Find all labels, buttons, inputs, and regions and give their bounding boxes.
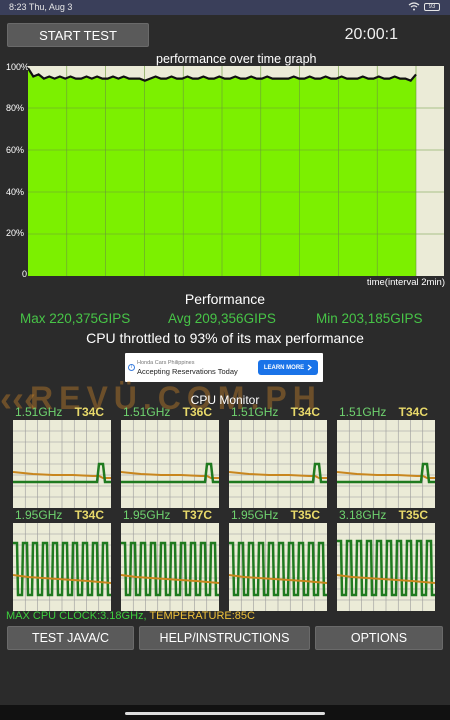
x-axis-label: time(interval 2min) xyxy=(366,277,445,288)
cpu-core-graph xyxy=(13,523,111,611)
max-performance: Max 220,375GIPS xyxy=(20,311,131,326)
cpu-core-cell: 1.51GHz T34C xyxy=(331,405,435,508)
cpu-core-frequency: 3.18GHz xyxy=(339,508,387,522)
performance-heading: Performance xyxy=(184,291,266,307)
timer-readout: 20:00:1 xyxy=(344,26,398,43)
performance-graph-svg xyxy=(27,66,444,276)
cpu-core-graph xyxy=(229,420,327,508)
cpu-core-graph xyxy=(121,420,219,508)
cpu-core-graph xyxy=(13,420,111,508)
ad-advertiser: Honda Cars Philippines xyxy=(137,360,195,366)
cpu-core-graph xyxy=(229,523,327,611)
cpu-monitor-grid: 1.51GHz T34C 1.51GHz T36C 1.51GHz T34C 1.51GHz… xyxy=(7,405,443,611)
cpu-core-frequency: 1.51GHz xyxy=(15,405,63,419)
learn-more-label: LEARN MORE xyxy=(263,364,305,371)
status-time: 8:23 Thu, Aug 3 xyxy=(9,2,73,12)
max-cpu-temperature: TEMPERATURE:85C xyxy=(146,610,255,622)
y-tick-label: 60% xyxy=(6,145,25,155)
cpu-core-graph xyxy=(121,523,219,611)
cpu-core-cell: 1.51GHz T36C xyxy=(115,405,219,508)
y-tick-label: 40% xyxy=(6,187,25,197)
cpu-core-cell: 1.51GHz T34C xyxy=(223,405,327,508)
chevron-right-icon xyxy=(307,364,313,371)
cpu-core-frequency: 1.95GHz xyxy=(231,508,279,522)
cpu-core-temperature: T34C xyxy=(290,405,320,419)
cpu-monitor-title: CPU Monitor xyxy=(190,393,260,407)
cpu-core-temperature: T34C xyxy=(398,405,428,419)
status-icons: 93 xyxy=(408,2,440,11)
info-icon[interactable]: i xyxy=(128,364,135,371)
graph-title: performance over time graph xyxy=(156,52,317,66)
y-tick-label: 20% xyxy=(6,228,25,238)
y-tick-label: 0 xyxy=(22,269,28,279)
cpu-core-cell: 3.18GHz T35C xyxy=(331,508,435,611)
home-indicator[interactable] xyxy=(125,712,325,715)
max-cpu-info: MAX CPU CLOCK:3.18GHz, TEMPERATURE:85C xyxy=(6,610,255,622)
test-java-button[interactable]: TEST JAVA/C xyxy=(7,626,134,650)
cpu-core-frequency: 1.51GHz xyxy=(231,405,279,419)
watermark-logo: ‹‹‹ xyxy=(0,378,36,419)
cpu-core-frequency: 1.95GHz xyxy=(15,508,63,522)
cpu-core-temperature: T34C xyxy=(74,405,104,419)
cpu-core-temperature: T34C xyxy=(74,508,104,522)
y-tick-label: 100% xyxy=(6,62,30,72)
min-performance: Min 203,185GIPS xyxy=(316,311,423,326)
cpu-core-cell: 1.95GHz T34C xyxy=(7,508,111,611)
wifi-icon xyxy=(408,2,420,11)
avg-performance: Avg 209,356GIPS xyxy=(168,311,276,326)
cpu-core-cell: 1.51GHz T34C xyxy=(7,405,111,508)
status-bar: 8:23 Thu, Aug 3 93 xyxy=(0,0,450,15)
battery-icon: 93 xyxy=(424,2,440,11)
cpu-core-frequency: 1.51GHz xyxy=(339,405,387,419)
cpu-core-temperature: T35C xyxy=(398,508,428,522)
performance-line xyxy=(27,67,417,83)
watermark: REVÜ.COM.PH xyxy=(30,380,322,416)
options-button[interactable]: OPTIONS xyxy=(315,626,443,650)
help-instructions-button[interactable]: HELP/INSTRUCTIONS xyxy=(139,626,310,650)
start-test-button[interactable]: START TEST xyxy=(7,23,149,47)
y-tick-label: 80% xyxy=(6,103,25,113)
cpu-core-graph xyxy=(337,523,435,611)
cpu-core-cell: 1.95GHz T35C xyxy=(223,508,327,611)
learn-more-button[interactable]: LEARN MORE xyxy=(258,360,318,375)
ad-headline: Accepting Reservations Today xyxy=(137,367,238,376)
cpu-core-frequency: 1.51GHz xyxy=(123,405,171,419)
cpu-core-temperature: T36C xyxy=(182,405,212,419)
cpu-core-graph xyxy=(337,420,435,508)
cpu-core-frequency: 1.95GHz xyxy=(123,508,171,522)
throttle-summary: CPU throttled to 93% of its max performa… xyxy=(86,330,364,346)
max-cpu-clock: MAX CPU CLOCK:3.18GHz, xyxy=(6,610,147,622)
cpu-core-temperature: T37C xyxy=(182,508,212,522)
performance-graph xyxy=(27,66,444,276)
cpu-core-cell: 1.95GHz T37C xyxy=(115,508,219,611)
ad-banner[interactable]: i Honda Cars Philippines Accepting Reser… xyxy=(125,353,323,382)
cpu-core-temperature: T35C xyxy=(290,508,320,522)
